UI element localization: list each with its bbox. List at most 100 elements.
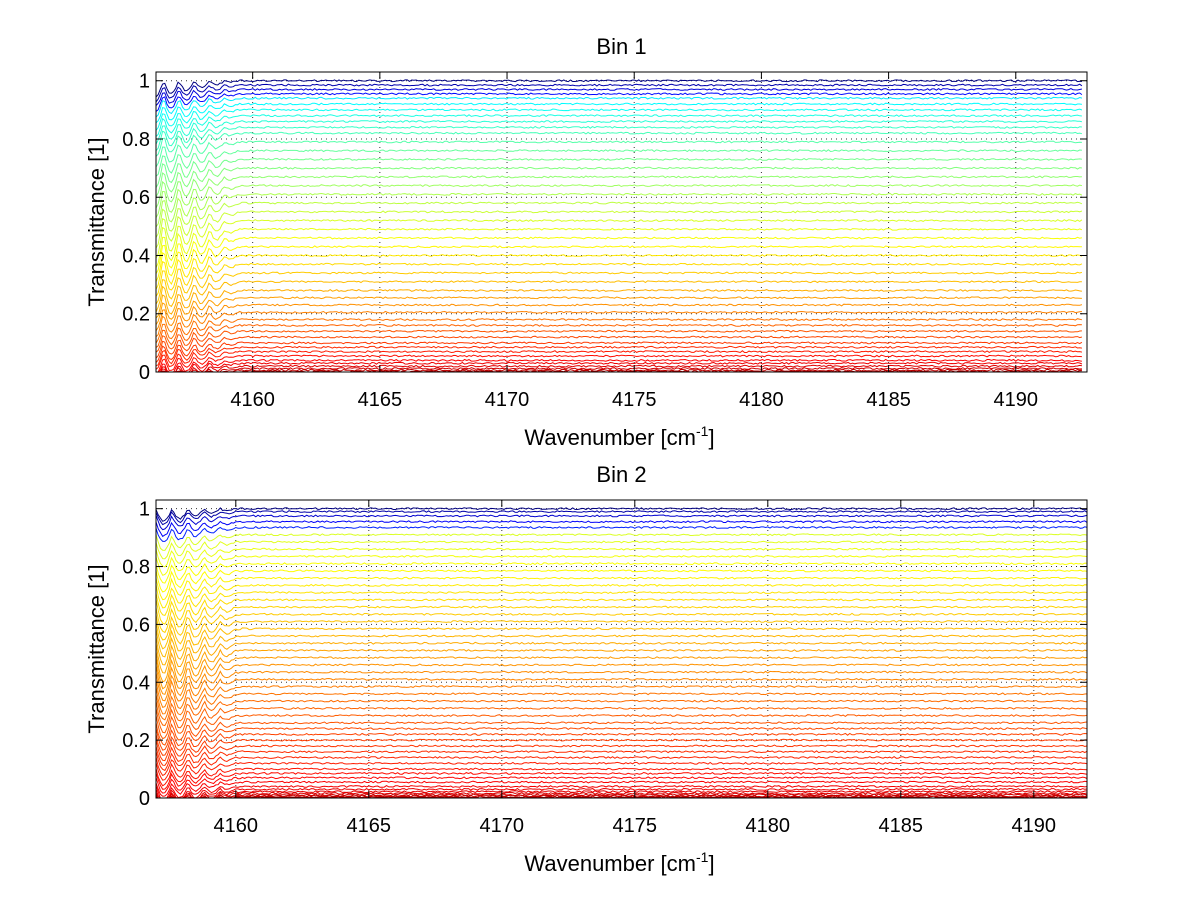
series-line-17 bbox=[155, 184, 1083, 219]
x-tick-label: 4180 bbox=[739, 389, 784, 411]
series-line-15 bbox=[155, 598, 1088, 625]
series-line-29 bbox=[155, 699, 1088, 727]
y-tick-label: 0.6 bbox=[122, 187, 150, 209]
series-line-15 bbox=[155, 166, 1082, 197]
series-line-9 bbox=[155, 120, 1082, 145]
chart-title: Bin 1 bbox=[596, 34, 646, 59]
y-axis-label: Transmittance [1] bbox=[84, 137, 109, 306]
x-tick-label: 4160 bbox=[230, 389, 275, 411]
series-line-14 bbox=[155, 157, 1082, 189]
series-line-29 bbox=[155, 288, 1082, 319]
series-line-4 bbox=[155, 520, 1088, 538]
series-line-20 bbox=[155, 634, 1088, 666]
series-line-8 bbox=[155, 547, 1088, 568]
series-line-13 bbox=[155, 149, 1082, 177]
y-tick-label: 0.6 bbox=[122, 614, 150, 636]
series-line-43 bbox=[156, 364, 1082, 373]
series-line-14 bbox=[155, 591, 1088, 616]
series-line-3 bbox=[155, 87, 1083, 106]
series-line-42 bbox=[156, 361, 1083, 373]
series-line-30 bbox=[155, 296, 1082, 326]
series-line-12 bbox=[155, 140, 1082, 168]
series-line-4 bbox=[155, 92, 1083, 112]
series-line-24 bbox=[155, 245, 1082, 283]
series-line-46 bbox=[155, 790, 1088, 799]
x-tick-label: 4170 bbox=[480, 815, 525, 837]
series-line-33 bbox=[155, 727, 1088, 751]
y-tick-label: 0.8 bbox=[122, 129, 150, 151]
series-line-2 bbox=[155, 83, 1083, 103]
series-line-48 bbox=[155, 793, 1088, 799]
series-line-26 bbox=[155, 262, 1083, 297]
series-line-19 bbox=[155, 201, 1083, 238]
x-axis-label: Wavenumber [cm-1] bbox=[524, 423, 714, 450]
series-line-38 bbox=[155, 345, 1082, 367]
series-line-27 bbox=[155, 685, 1088, 715]
series-line-44 bbox=[155, 785, 1088, 799]
series-line-6 bbox=[155, 102, 1082, 124]
series-line-35 bbox=[155, 738, 1088, 762]
x-tick-label: 4175 bbox=[613, 815, 658, 837]
y-tick-label: 0.4 bbox=[122, 672, 150, 694]
x-axis-label: Wavenumber [cm-1] bbox=[524, 849, 714, 876]
series-line-39 bbox=[155, 761, 1088, 781]
series-line-17 bbox=[155, 612, 1088, 641]
axes-box bbox=[155, 499, 1088, 799]
x-tick-label: 4185 bbox=[866, 389, 911, 411]
series-line-34 bbox=[155, 323, 1082, 348]
series-line-22 bbox=[155, 227, 1083, 269]
series-line-31 bbox=[155, 714, 1088, 740]
series-line-18 bbox=[155, 192, 1083, 228]
series-line-24 bbox=[155, 663, 1088, 695]
series-line-6 bbox=[155, 533, 1088, 551]
y-tick-label: 0.2 bbox=[122, 730, 150, 752]
series-line-8 bbox=[155, 114, 1082, 137]
series-line-22 bbox=[155, 648, 1088, 683]
series-line-1 bbox=[155, 507, 1088, 522]
series-line-2 bbox=[155, 510, 1088, 526]
plot-area bbox=[156, 500, 1087, 798]
series-line-27 bbox=[155, 271, 1083, 305]
series-line-12 bbox=[155, 576, 1088, 601]
series-line-5 bbox=[155, 525, 1088, 542]
series-line-16 bbox=[155, 605, 1088, 634]
y-axis-label: Transmittance [1] bbox=[84, 564, 109, 733]
series-line-37 bbox=[155, 750, 1088, 772]
series-line-37 bbox=[155, 341, 1083, 363]
series-line-32 bbox=[155, 310, 1082, 338]
series-line-3 bbox=[155, 514, 1088, 531]
x-tick-label: 4165 bbox=[347, 815, 392, 837]
series-line-21 bbox=[155, 219, 1083, 259]
series-line-18 bbox=[155, 620, 1088, 650]
series-line-25 bbox=[155, 254, 1083, 290]
x-tick-label: 4190 bbox=[1012, 815, 1057, 837]
x-tick-label: 4190 bbox=[994, 389, 1039, 411]
series-line-16 bbox=[155, 175, 1082, 209]
y-tick-label: 0.8 bbox=[122, 557, 150, 579]
series-line-1 bbox=[155, 79, 1082, 98]
series-line-20 bbox=[155, 210, 1083, 249]
series-line-7 bbox=[155, 540, 1088, 560]
series-line-25 bbox=[155, 670, 1088, 702]
series-line-40 bbox=[155, 767, 1088, 787]
axes-box bbox=[155, 71, 1088, 373]
x-tick-label: 4160 bbox=[214, 815, 259, 837]
x-tick-label: 4175 bbox=[612, 389, 657, 411]
series-line-32 bbox=[155, 721, 1088, 746]
series-line-10 bbox=[155, 562, 1088, 584]
chart-panel-1: 4160 4165 4170 4175 4180 4185 4190 0 0.2 0.4 0.6 0.… bbox=[84, 34, 1088, 450]
series-line-36 bbox=[155, 744, 1088, 766]
x-tick-label: 4180 bbox=[746, 815, 791, 837]
series-line-23 bbox=[155, 236, 1083, 275]
series-line-26 bbox=[155, 677, 1088, 709]
y-tick-label: 1 bbox=[139, 499, 150, 521]
series-line-21 bbox=[155, 641, 1088, 674]
y-tick-label: 1 bbox=[139, 71, 150, 93]
series-line-28 bbox=[155, 280, 1082, 313]
series-line-34 bbox=[155, 732, 1088, 756]
series-line-11 bbox=[155, 131, 1083, 157]
x-tick-label: 4165 bbox=[358, 389, 403, 411]
series-line-33 bbox=[155, 318, 1083, 344]
x-tick-label: 4185 bbox=[879, 815, 924, 837]
